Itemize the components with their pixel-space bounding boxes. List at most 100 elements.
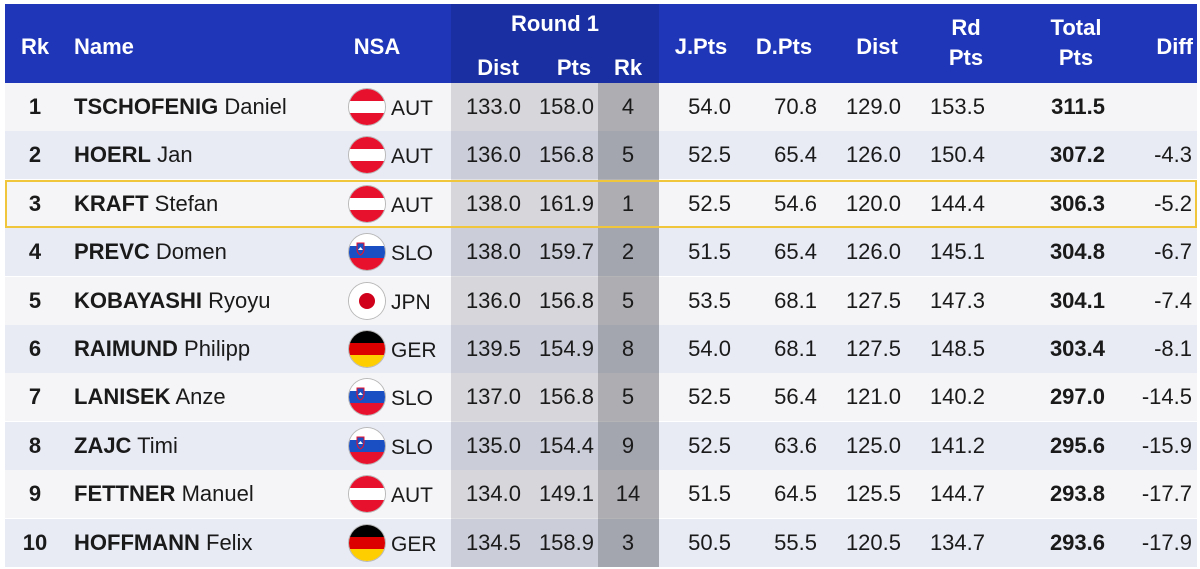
athlete-first-name: Felix: [206, 529, 253, 555]
athlete-name[interactable]: KOBAYASHI Ryoyu: [74, 277, 270, 325]
total-points: 307.2: [1049, 142, 1105, 168]
athlete-name[interactable]: HOERL Jan: [74, 131, 193, 179]
header-round-points-line1[interactable]: Rd: [951, 15, 981, 40]
total-points: 293.6: [1049, 529, 1105, 555]
athlete-name[interactable]: FETTNER Manuel: [74, 470, 254, 518]
rank-cell: 10: [22, 529, 48, 555]
judge-points: 52.5: [688, 432, 731, 458]
athlete-last-name: FETTNER: [74, 481, 176, 507]
austria-flag-icon: [349, 89, 385, 125]
round-1-points: 154.9: [538, 336, 594, 361]
difference: -8.1: [1154, 336, 1192, 361]
judge-points: 52.5: [688, 142, 731, 168]
header-difference[interactable]: Diff: [1156, 34, 1193, 59]
rank-cell: 2: [28, 142, 42, 168]
judge-points: 52.5: [688, 190, 731, 216]
distance-points: 65.4: [774, 239, 817, 265]
total-points: 304.8: [1049, 239, 1105, 265]
table-row[interactable]: 8 ZAJC Timi SLO 135.0 154.4 9 52.5 63.6 125.0 141…: [5, 421, 1197, 470]
header-judge-points[interactable]: J.Pts: [674, 34, 728, 59]
distance: 120.5: [845, 529, 901, 555]
round-1-distance: 138.0: [465, 190, 521, 216]
athlete-name[interactable]: KRAFT Stefan: [74, 180, 218, 228]
athlete-first-name: Anze: [175, 384, 226, 410]
difference: -17.9: [1141, 529, 1192, 555]
judge-points: 51.5: [688, 481, 731, 507]
round-1-header-group: [451, 4, 659, 83]
distance-points: 68.1: [774, 287, 817, 313]
rank-cell: 1: [28, 94, 42, 119]
distance: 126.0: [845, 239, 901, 265]
header-round-rank[interactable]: Rk: [613, 55, 643, 80]
athlete-name[interactable]: HOFFMANN Felix: [74, 519, 252, 567]
table-row[interactable]: 7 LANISEK Anze SLO 137.0 156.8 5 52.5 56.4 121.0…: [5, 373, 1197, 422]
round-1-rank: 5: [621, 384, 635, 410]
distance-points: 54.6: [774, 190, 817, 216]
judge-points: 54.0: [688, 336, 731, 361]
athlete-first-name: Stefan: [154, 190, 219, 216]
athlete-last-name: RAIMUND: [74, 336, 178, 361]
header-name[interactable]: Name: [74, 34, 134, 59]
round-points: 144.4: [929, 190, 985, 216]
athlete-name[interactable]: PREVC Domen: [74, 228, 227, 276]
athlete-last-name: KOBAYASHI: [74, 287, 202, 313]
round-1-points: 149.1: [538, 481, 594, 507]
total-points: 293.8: [1049, 481, 1105, 507]
header-total-points-line1[interactable]: Total: [1050, 15, 1102, 40]
header-round-dist[interactable]: Dist: [477, 55, 519, 80]
header-distance-points[interactable]: D.Pts: [755, 34, 813, 59]
round-points: 148.5: [929, 336, 985, 361]
distance: 127.5: [845, 287, 901, 313]
difference: -15.9: [1141, 432, 1192, 458]
table-row[interactable]: 9 FETTNER Manuel AUT 134.0 149.1 14 51.5 64.5 12…: [5, 470, 1197, 519]
round-1-rank: 14: [615, 481, 641, 507]
round-1-distance: 134.5: [465, 529, 521, 555]
table-row[interactable]: 1 TSCHOFENIG Daniel AUT 133.0 158.0 4 54.0 70.8…: [5, 83, 1197, 131]
austria-flag-icon: [349, 476, 385, 513]
distance-points: 56.4: [774, 384, 817, 410]
rank-cell: 3: [28, 190, 42, 216]
distance-points: 70.8: [774, 94, 817, 119]
distance: 126.0: [845, 142, 901, 168]
round-points: 134.7: [929, 529, 985, 555]
round-1-rank: 4: [621, 94, 635, 119]
table-row[interactable]: 6 RAIMUND Philipp GER 139.5 154.9 8 54.0 68.1 12…: [5, 325, 1197, 373]
nsa-code: GER: [391, 339, 437, 362]
round-1-distance: 134.0: [465, 481, 521, 507]
nsa-code: AUT: [391, 145, 433, 169]
round-points: 144.7: [929, 481, 985, 507]
germany-flag-icon: [349, 524, 385, 561]
header-distance[interactable]: Dist: [856, 34, 898, 59]
header-nsa[interactable]: NSA: [353, 34, 401, 59]
athlete-name[interactable]: ZAJC Timi: [74, 422, 178, 470]
round-1-distance: 139.5: [465, 336, 521, 361]
round-1-distance: 133.0: [465, 94, 521, 119]
nsa-code: AUT: [391, 484, 433, 508]
table-row[interactable]: 5 KOBAYASHI Ryoyu JPN 136.0 156.8 5 53.5 68.1 12…: [5, 276, 1197, 325]
header-round-points-line2[interactable]: Pts: [948, 45, 984, 70]
table-row[interactable]: 4 PREVC Domen SLO 138.0 159.7 2 51.5 65.4 126.0 1…: [5, 228, 1197, 277]
total-points: 297.0: [1049, 384, 1105, 410]
header-total-points-line2[interactable]: Pts: [1058, 45, 1094, 70]
difference: -4.3: [1154, 142, 1192, 168]
header-rank[interactable]: Rk: [20, 34, 50, 59]
table-row[interactable]: 10 HOFFMANN Felix GER 134.5 158.9 3 50.5 55.5 12…: [5, 518, 1197, 567]
rank-cell: 5: [28, 287, 42, 313]
athlete-name[interactable]: TSCHOFENIG Daniel: [74, 83, 287, 131]
round-points: 140.2: [929, 384, 985, 410]
table-row[interactable]: 2 HOERL Jan AUT 136.0 156.8 5 52.5 65.4 126.0 150…: [5, 131, 1197, 180]
total-points: 306.3: [1049, 190, 1105, 216]
rank-cell: 7: [28, 384, 42, 410]
round-points: 147.3: [929, 287, 985, 313]
round-1-rank: 2: [621, 239, 635, 265]
total-points: 303.4: [1049, 336, 1105, 361]
athlete-name[interactable]: LANISEK Anze: [74, 373, 226, 421]
athlete-name[interactable]: RAIMUND Philipp: [74, 325, 250, 373]
slovenia-flag-icon: [349, 234, 385, 271]
header-round-pts[interactable]: Pts: [556, 55, 592, 80]
rank-cell: 8: [28, 432, 42, 458]
distance: 120.0: [845, 190, 901, 216]
round-1-points: 159.7: [538, 239, 594, 265]
table-row[interactable]: 3 KRAFT Stefan AUT 138.0 161.9 1 52.5 54.6 120.0…: [5, 179, 1197, 228]
